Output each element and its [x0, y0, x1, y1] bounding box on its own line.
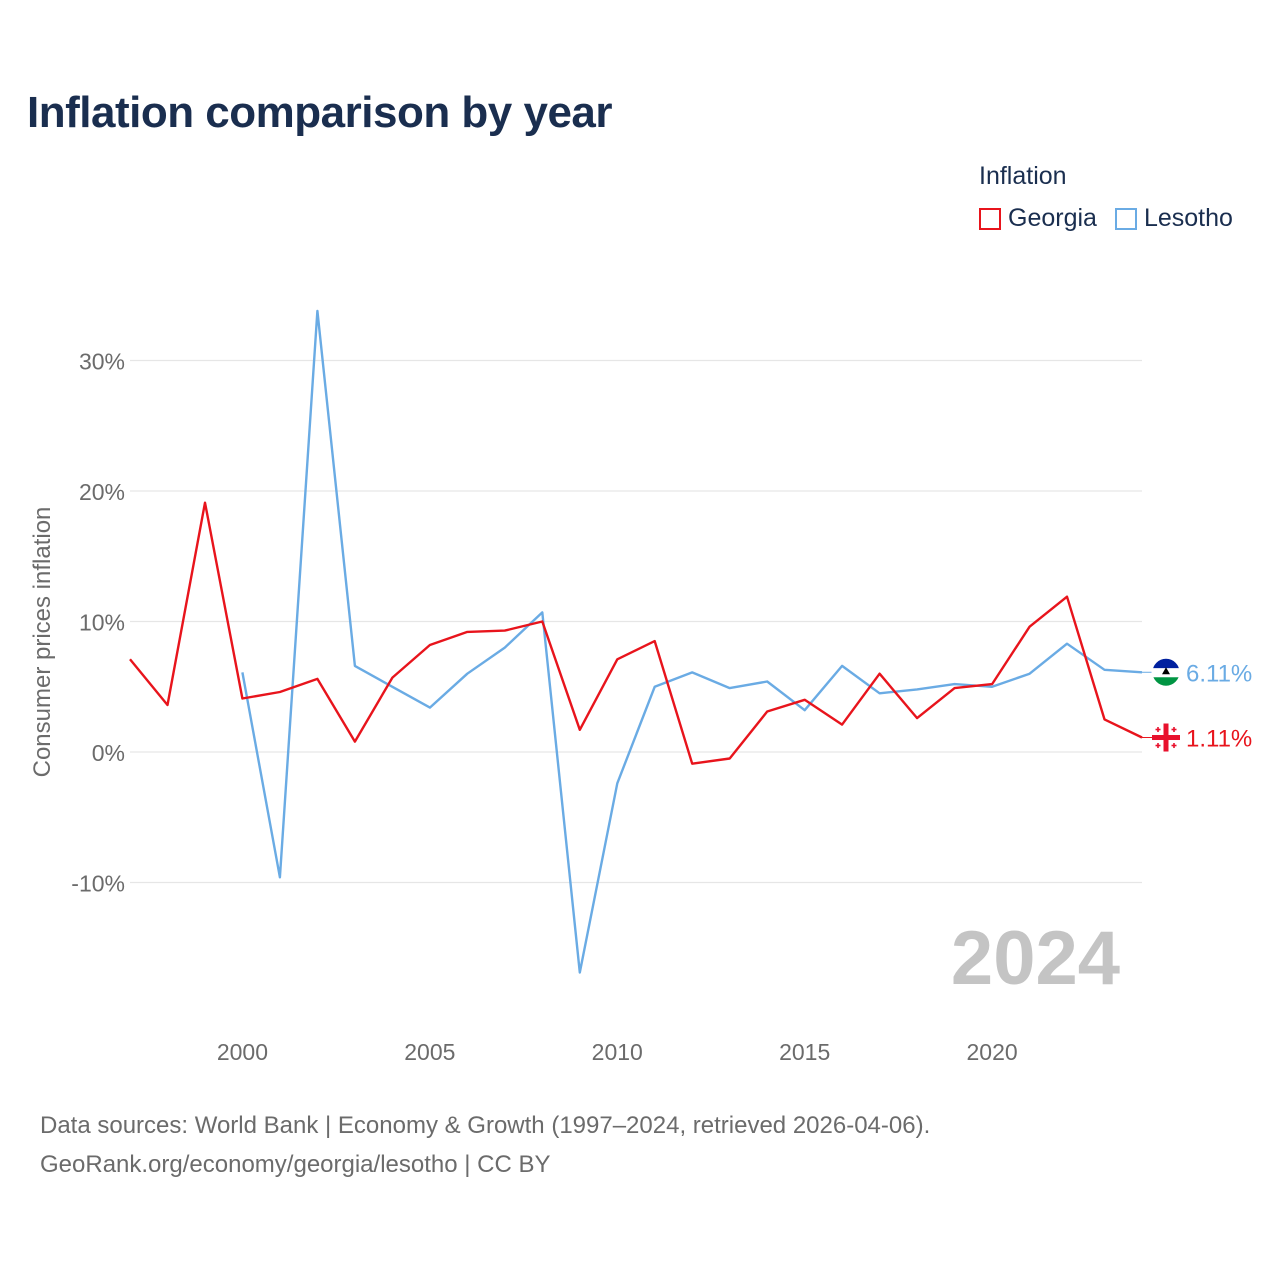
year-watermark: 2024	[951, 916, 1120, 1001]
chart-title: Inflation comparison by year	[27, 88, 613, 137]
source-line-2[interactable]: GeoRank.org/economy/georgia/lesotho | CC…	[40, 1151, 551, 1178]
y-axis-ticks: -10% 0% 10% 20% 30%	[71, 349, 125, 897]
end-label-georgia: 1.11%	[1186, 726, 1252, 753]
end-labels: 1.11% 6.11%	[1142, 657, 1252, 753]
series-line-georgia[interactable]	[129, 501, 1143, 765]
series-lines	[129, 309, 1143, 974]
legend-item-lesotho[interactable]: Lesotho	[1114, 204, 1233, 233]
legend-swatch-georgia	[979, 207, 1001, 230]
x-tick-label: 2015	[779, 1039, 830, 1065]
x-tick-label: 2020	[966, 1039, 1017, 1065]
legend-title: Inflation	[979, 162, 1067, 190]
y-tick-label: 30%	[79, 349, 125, 375]
legend-swatch-lesotho	[1114, 207, 1137, 230]
y-axis-label: Consumer prices inflation	[29, 507, 56, 778]
georgia-flag-icon	[1152, 723, 1180, 752]
end-label-lesotho: 6.11%	[1186, 660, 1252, 687]
x-tick-label: 2010	[592, 1039, 643, 1065]
x-axis-ticks: 2000 2005 2010 2015 2020	[217, 1039, 1018, 1065]
x-tick-label: 2005	[404, 1039, 455, 1065]
gridlines	[130, 359, 1142, 884]
legend: Georgia Lesotho	[979, 204, 1251, 233]
legend-label-lesotho: Lesotho	[1143, 204, 1233, 232]
series-line-lesotho[interactable]	[241, 309, 1143, 974]
legend-label-georgia: Georgia	[1008, 204, 1097, 232]
y-tick-label: 20%	[79, 479, 125, 505]
line-chart: -10% 0% 10% 20% 30% 2000 2005 2010 2015 2020 202…	[29, 309, 1252, 1065]
source-line-1: Data sources: World Bank | Economy & Gro…	[40, 1112, 931, 1139]
y-tick-label: -10%	[71, 871, 125, 897]
lesotho-flag-icon	[1151, 657, 1181, 687]
y-tick-label: 0%	[92, 740, 125, 766]
y-tick-label: 10%	[79, 610, 125, 636]
source-note: Data sources: World Bank | Economy & Gro…	[40, 1106, 930, 1184]
legend-item-georgia[interactable]: Georgia	[979, 204, 1097, 233]
x-tick-label: 2000	[217, 1039, 268, 1065]
